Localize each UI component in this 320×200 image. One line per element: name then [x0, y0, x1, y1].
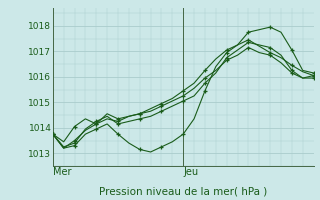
Text: Jeu: Jeu [183, 167, 198, 177]
Text: Pression niveau de la mer( hPa ): Pression niveau de la mer( hPa ) [99, 187, 267, 197]
Text: Mer: Mer [53, 167, 71, 177]
